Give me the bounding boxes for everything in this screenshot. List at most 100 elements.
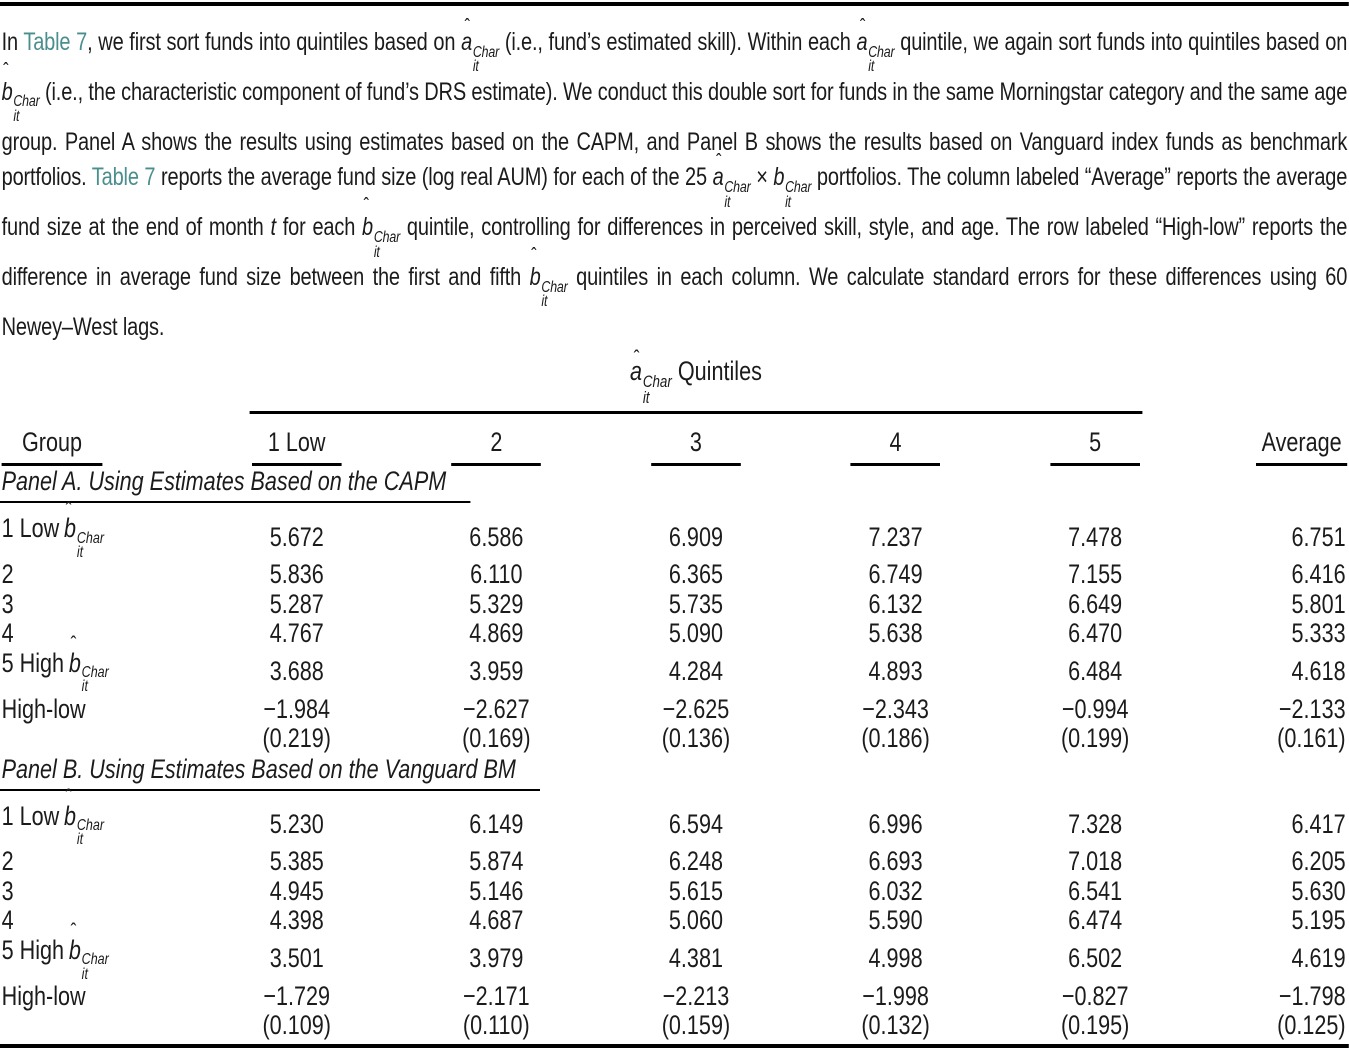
table-7-link[interactable]: Table 7 [91, 163, 156, 192]
cell: 5.615 [668, 875, 723, 906]
cell: 6.110 [470, 559, 523, 590]
cell: −1.998 [862, 980, 929, 1011]
double-sort-fund-size-table: ˆ a Char it Quintiles Group 1 Low 2 3 4 5 A… [0, 345, 1349, 1041]
cell: 7.155 [1068, 559, 1123, 590]
cell: 5.230 [269, 808, 324, 839]
cell: 3.959 [469, 655, 524, 686]
cell: 5.195 [1291, 905, 1346, 936]
table-row: 5 High ˆ b Char it 3.688 3.959 4.284 4.893 6… [0, 631, 1349, 696]
cell: 5.836 [269, 559, 324, 590]
quintiles-span-rule: ˆ a Char it Quintiles [249, 345, 1143, 415]
column-header-3: 3 [596, 414, 796, 467]
hat-accent: ˆ [3, 59, 9, 82]
cell: 4.687 [469, 905, 524, 936]
cell: 7.478 [1068, 521, 1123, 552]
cell: 3.979 [469, 942, 524, 973]
table-row: High-low −1.984 −2.627 −2.625 −2.343 −0.… [0, 693, 1349, 725]
cell: 6.132 [868, 588, 923, 619]
table-7-link[interactable]: Table 7 [23, 28, 88, 56]
row-label: 4 [1, 618, 14, 649]
math-b-hat-char: ˆ b Char it [64, 784, 105, 849]
paragraph-text: reports the average fund size (log real … [155, 163, 713, 192]
table-row-standard-errors: (0.109) (0.110) (0.159) (0.132) (0.195) … [0, 1011, 1349, 1041]
cell: 6.248 [668, 846, 723, 877]
cell: (0.159) [661, 1010, 731, 1041]
quintile-span-header-row: ˆ a Char it Quintiles [0, 345, 1349, 415]
table-row: 3 4.945 5.146 5.615 6.032 6.541 5.630 [0, 875, 1349, 907]
row-label: 2 [1, 559, 14, 590]
cell: −2.625 [662, 693, 730, 724]
cell: 7.018 [1068, 846, 1123, 877]
math-b-hat-char: ˆ b Char it [362, 194, 401, 261]
row-label: 4 [1, 905, 14, 936]
cell: (0.132) [861, 1010, 930, 1041]
row-label: High-low [1, 980, 86, 1011]
cell: −2.213 [662, 980, 730, 1011]
cell: (0.169) [462, 723, 531, 754]
cell: (0.195) [1060, 1010, 1130, 1041]
cell: 6.541 [1068, 875, 1123, 906]
cell: 4.284 [668, 655, 723, 686]
cell: 5.146 [469, 875, 524, 906]
hat-accent: ˆ [633, 345, 640, 371]
hat-accent: ˆ [531, 244, 537, 267]
cell: 4.619 [1291, 942, 1346, 973]
cell: 5.630 [1291, 875, 1346, 906]
cell: (0.219) [262, 723, 331, 754]
cell: 7.237 [868, 521, 923, 552]
paragraph-text: (i.e., the characteristic component of f… [1, 77, 1348, 192]
math-b-hat-char: ˆ b Char it [529, 244, 568, 311]
cell: 5.672 [269, 521, 324, 552]
column-header-group: Group [0, 414, 197, 467]
top-rule [0, 2, 1349, 6]
panel-b-heading-row: Panel B. Using Estimates Based on the Va… [0, 754, 1349, 791]
cell: 4.869 [469, 618, 524, 649]
table-description-paragraph: In Table 7, we first sort funds into qui… [1, 17, 1348, 346]
cell: 5.590 [868, 905, 923, 936]
cell: 5.333 [1291, 618, 1346, 649]
cell: 3.688 [269, 655, 324, 686]
math-b-hat-char: ˆ b Char it [64, 496, 105, 562]
cell: 6.502 [1068, 942, 1123, 973]
cell: (0.110) [462, 1010, 530, 1041]
paragraph-text: portfolios. The column labeled “Average”… [1, 163, 1348, 242]
cell: 7.328 [1068, 808, 1123, 839]
cell: −0.994 [1061, 693, 1129, 724]
math-b-hat-char: ˆ b Char it [1, 59, 40, 126]
cell: 6.484 [1068, 655, 1123, 686]
cell: 6.996 [868, 808, 923, 839]
table-row: 1 Low ˆ b Char it 5.230 6.149 6.594 6.996 7.… [0, 784, 1349, 849]
cell: −1.798 [1278, 980, 1346, 1011]
row-label: 3 [1, 875, 14, 906]
cell: (0.136) [661, 723, 731, 754]
column-header-4: 4 [796, 414, 996, 467]
cell: 6.586 [469, 521, 524, 552]
quintiles-span-header: ˆ a Char it Quintiles [197, 345, 1195, 415]
cell: (0.161) [1277, 723, 1346, 754]
multiplication-sign: × [756, 163, 768, 192]
cell: 6.205 [1291, 846, 1346, 877]
row-label: High-low [1, 693, 86, 724]
cell: 6.909 [668, 521, 723, 552]
hat-accent: ˆ [859, 16, 866, 38]
cell: 6.594 [668, 808, 723, 839]
cell: 6.749 [868, 559, 923, 590]
table-row: 4 4.767 4.869 5.090 5.638 6.470 5.333 [0, 619, 1349, 649]
paragraph-text: quintile, controlling for differences in… [1, 213, 1348, 292]
cell: 5.735 [668, 588, 723, 619]
cell: 4.618 [1291, 655, 1346, 686]
hat-accent: ˆ [65, 784, 72, 809]
table-row: 1 Low ˆ b Char it 5.672 6.586 6.909 7.237 7.… [0, 496, 1349, 562]
row-label: 1 Low ˆ b Char it [1, 496, 105, 562]
cell: 4.398 [269, 905, 324, 936]
cell: 5.090 [668, 618, 723, 649]
cell: 6.417 [1291, 808, 1346, 839]
panel-b-title: Panel B. Using Estimates Based on the Va… [0, 754, 540, 791]
cell: 5.801 [1291, 588, 1346, 619]
math-b-hat-char: ˆ b Char it [68, 631, 109, 696]
column-header-5: 5 [995, 414, 1195, 467]
cell: 4.893 [868, 655, 923, 686]
hat-accent: ˆ [363, 194, 369, 217]
row-label: 1 Low ˆ b Char it [1, 784, 105, 849]
